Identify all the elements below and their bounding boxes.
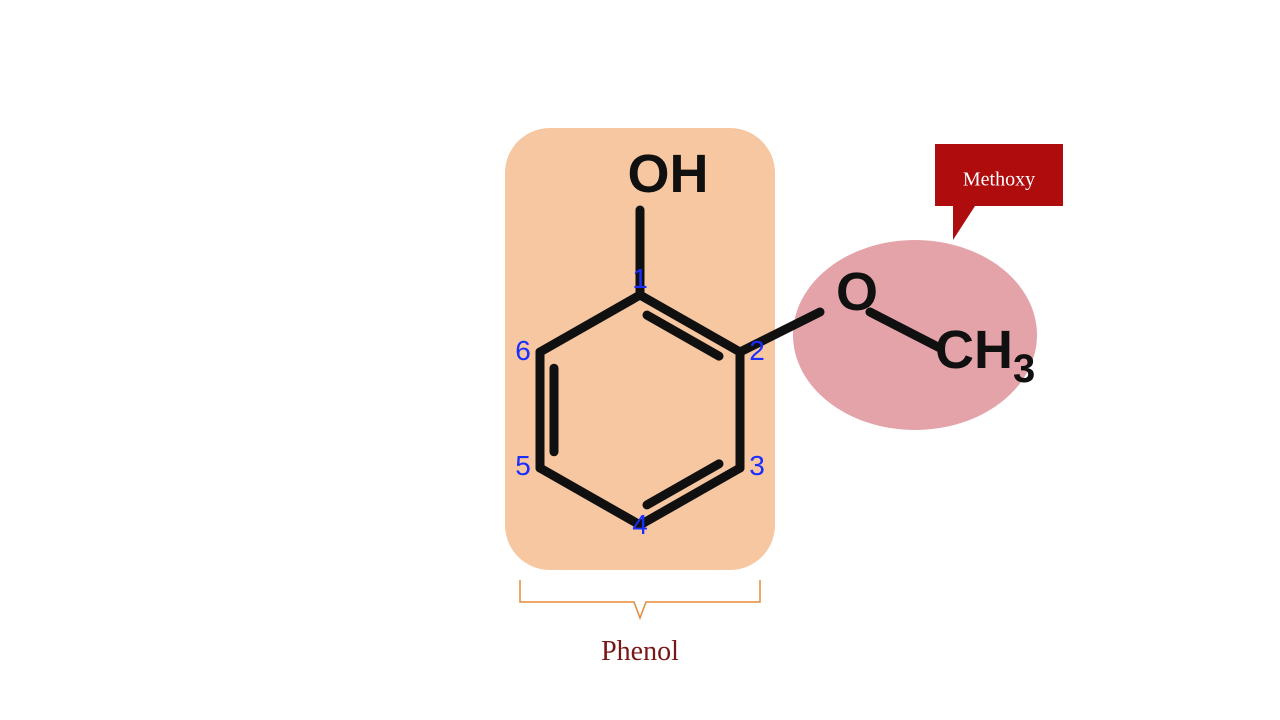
phenol-bracket — [520, 580, 760, 618]
label-O: O — [836, 262, 878, 322]
label-OH: OH — [628, 144, 709, 204]
carbon-number: 5 — [515, 450, 531, 481]
carbon-number: 6 — [515, 335, 531, 366]
carbon-number: 2 — [749, 335, 765, 366]
callout-tail — [953, 206, 975, 240]
carbon-number: 3 — [749, 450, 765, 481]
phenol-label: Phenol — [601, 636, 679, 667]
carbon-number: 1 — [632, 263, 648, 294]
callout-label: Methoxy — [963, 169, 1035, 191]
carbon-number: 4 — [632, 509, 648, 540]
